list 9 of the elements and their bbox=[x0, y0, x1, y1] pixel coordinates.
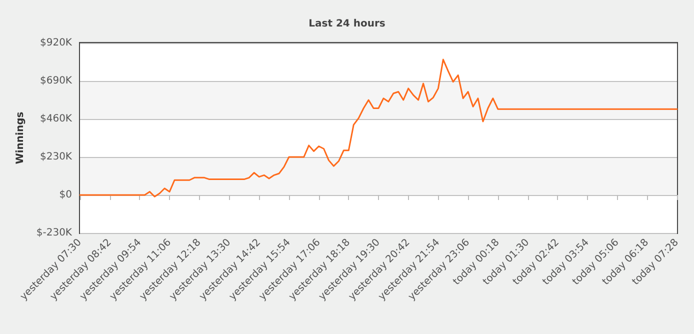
y-tick-label: $920K bbox=[40, 38, 72, 48]
chart-title: Last 24 hours bbox=[308, 18, 386, 30]
y-tick-label: $230K bbox=[40, 152, 72, 162]
y-axis-title: Winnings bbox=[14, 112, 26, 164]
y-tick-label: $0 bbox=[59, 190, 72, 200]
line-series bbox=[79, 58, 678, 198]
y-tick-label: $460K bbox=[40, 114, 72, 124]
y-tick-label: $690K bbox=[40, 76, 72, 86]
y-tick-label: $-230K bbox=[36, 228, 72, 238]
